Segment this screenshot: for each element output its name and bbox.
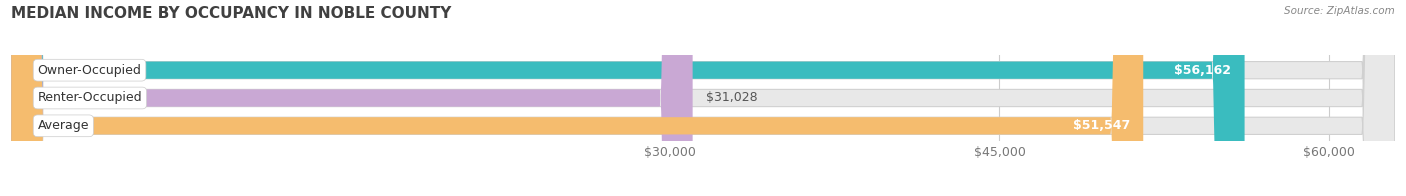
Text: Owner-Occupied: Owner-Occupied — [38, 64, 142, 77]
Text: Source: ZipAtlas.com: Source: ZipAtlas.com — [1284, 6, 1395, 16]
Text: Renter-Occupied: Renter-Occupied — [38, 92, 142, 104]
FancyBboxPatch shape — [11, 0, 1143, 196]
Text: $31,028: $31,028 — [706, 92, 758, 104]
Text: MEDIAN INCOME BY OCCUPANCY IN NOBLE COUNTY: MEDIAN INCOME BY OCCUPANCY IN NOBLE COUN… — [11, 6, 451, 21]
Text: $51,547: $51,547 — [1073, 119, 1130, 132]
FancyBboxPatch shape — [11, 0, 1244, 196]
FancyBboxPatch shape — [11, 0, 1395, 196]
Text: $56,162: $56,162 — [1174, 64, 1232, 77]
Text: Average: Average — [38, 119, 89, 132]
FancyBboxPatch shape — [11, 0, 693, 196]
FancyBboxPatch shape — [11, 0, 1395, 196]
FancyBboxPatch shape — [11, 0, 1395, 196]
